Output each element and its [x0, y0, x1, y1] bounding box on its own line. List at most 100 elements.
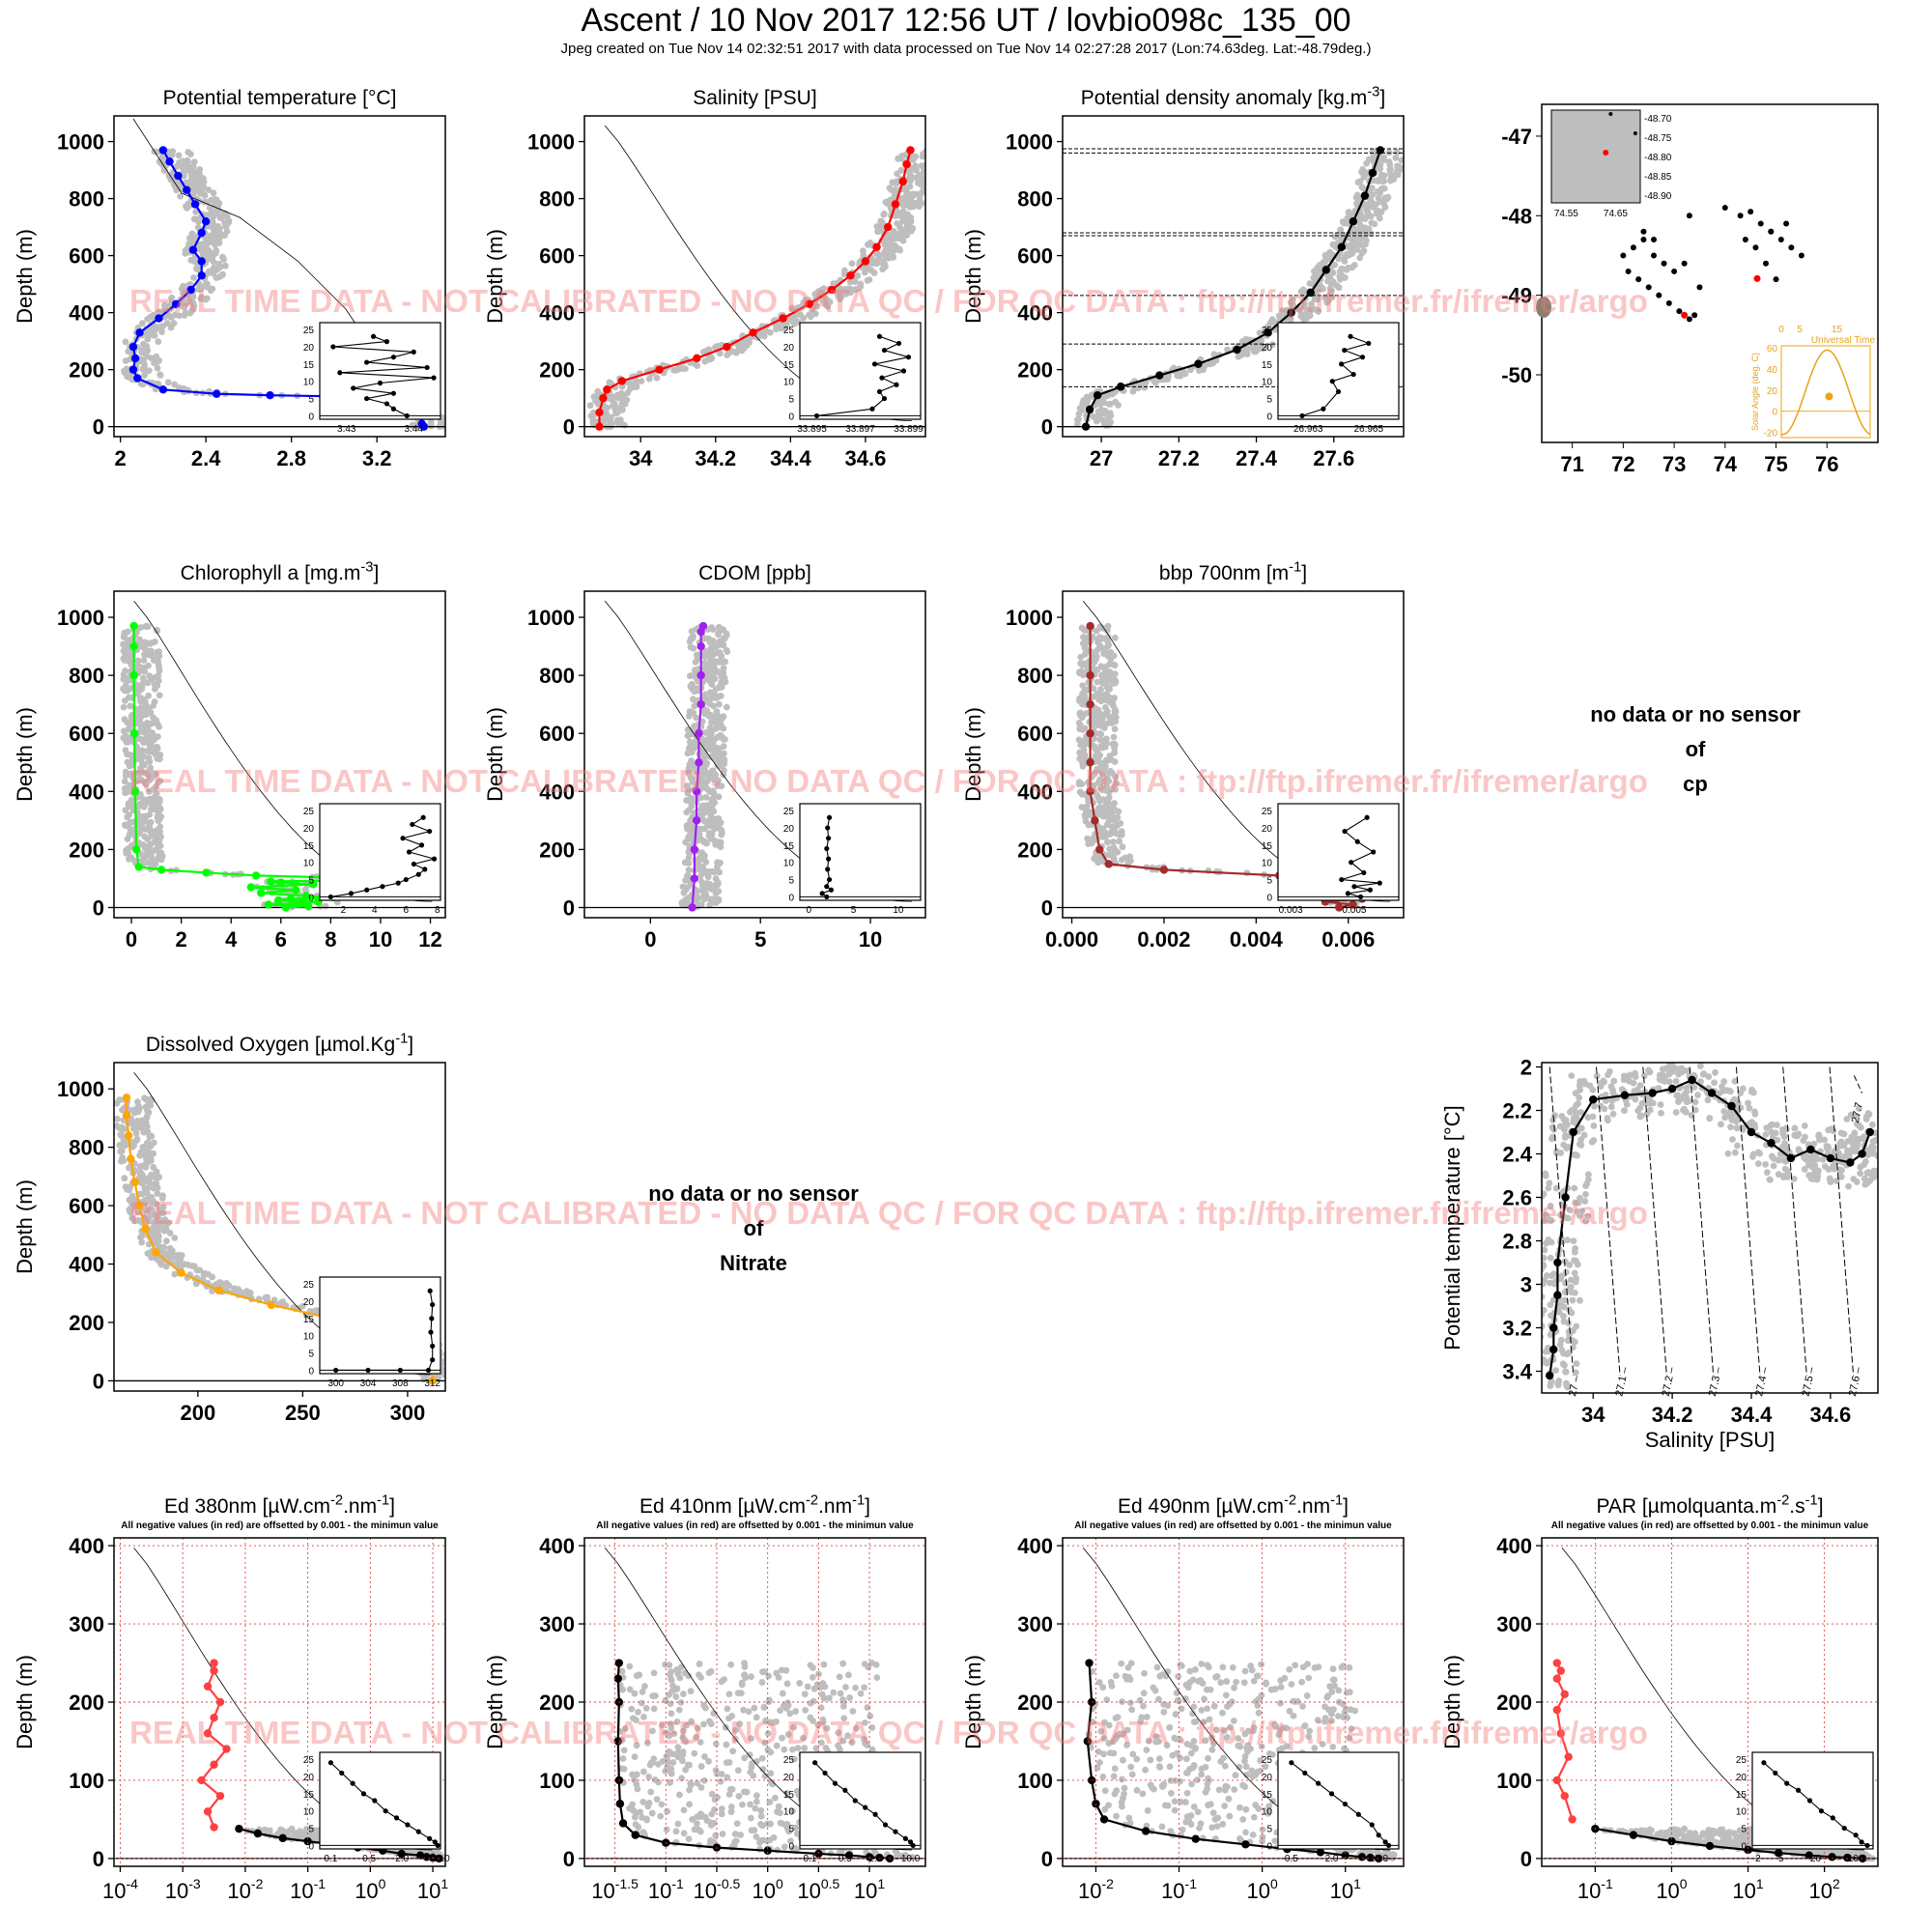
- series-0: [1545, 1075, 1875, 1380]
- history-point: [147, 1143, 155, 1150]
- history-point: [705, 355, 713, 363]
- history-point: [715, 630, 723, 638]
- data-point: [692, 787, 701, 796]
- history-point: [1111, 725, 1119, 733]
- history-point: [134, 1098, 141, 1106]
- history-point: [1113, 780, 1120, 786]
- history-point: [155, 817, 162, 825]
- history-point: [1718, 1121, 1724, 1128]
- data-point: [264, 900, 273, 909]
- history-point: [1097, 783, 1104, 791]
- title-part: -1: [395, 1032, 408, 1047]
- history-point: [1779, 1174, 1787, 1180]
- x-tick-label: 34: [1581, 1403, 1605, 1427]
- data-point: [130, 354, 140, 363]
- history-point: [1116, 838, 1123, 845]
- history-point: [1562, 1117, 1570, 1123]
- history-point: [1091, 650, 1098, 657]
- y-tick-label: 1000: [57, 130, 104, 155]
- history-point: [167, 314, 175, 322]
- history-point: [718, 782, 725, 790]
- history-point: [1373, 209, 1380, 216]
- history-point: [881, 249, 889, 256]
- x-tick-label: 0: [126, 927, 137, 952]
- data-point: [1826, 1153, 1835, 1163]
- data-point: [846, 271, 855, 280]
- history-point: [716, 684, 724, 692]
- history-point: [1079, 661, 1086, 668]
- history-point: [1555, 1378, 1563, 1384]
- history-point: [720, 665, 727, 672]
- history-point: [702, 858, 710, 866]
- history-point: [1884, 1107, 1890, 1114]
- history-point: [926, 159, 933, 166]
- history-point: [1338, 265, 1346, 272]
- inset-point: [428, 1329, 434, 1335]
- history-point: [822, 296, 830, 303]
- inset-x-label: 304: [360, 1378, 377, 1389]
- data-point: [1086, 758, 1094, 767]
- history-point: [1531, 1305, 1538, 1312]
- cdom-plot-area: [584, 600, 925, 912]
- isopycnal-line: [1642, 1066, 1667, 1377]
- history-point: [1869, 1146, 1877, 1152]
- history-point: [1101, 704, 1109, 711]
- inset-y-label: 25: [783, 326, 795, 336]
- history-point: [874, 250, 881, 257]
- history-point: [879, 260, 887, 268]
- data-point: [1094, 845, 1104, 854]
- data-point: [155, 314, 163, 323]
- history-point: [194, 171, 201, 178]
- history-point: [1200, 366, 1207, 374]
- history-point: [1881, 1147, 1888, 1153]
- history-point: [155, 662, 162, 669]
- inset-y-label: 20: [1262, 824, 1273, 835]
- history-point: [1387, 177, 1394, 185]
- history-point: [1356, 254, 1364, 262]
- history-point: [706, 689, 714, 696]
- panel-title: Potential temperature [°C]: [163, 87, 397, 109]
- inset-y-label: 20: [783, 343, 795, 354]
- history-point: [118, 1148, 126, 1154]
- data-point: [1767, 1139, 1776, 1148]
- history-point: [179, 157, 186, 165]
- inset-x-label: 0: [806, 905, 811, 916]
- history-point: [209, 1273, 216, 1281]
- history-point: [1547, 1254, 1554, 1262]
- history-cloud: [586, 148, 933, 431]
- inset-point: [828, 887, 835, 893]
- inset-frame: [799, 322, 922, 420]
- history-point: [1550, 1125, 1557, 1133]
- data-point: [1335, 903, 1344, 912]
- history-point: [1110, 828, 1117, 836]
- history-point: [1745, 1099, 1751, 1107]
- history-point: [1526, 1345, 1533, 1351]
- history-point: [1874, 1172, 1878, 1179]
- title-part: ]: [373, 562, 379, 584]
- history-point: [1534, 1312, 1541, 1319]
- history-point: [1549, 1117, 1556, 1123]
- inset-point: [876, 388, 883, 395]
- inset-point: [364, 359, 370, 365]
- history-point: [1112, 706, 1119, 714]
- inset-point: [1342, 347, 1348, 354]
- history-point: [138, 1238, 146, 1246]
- history-point: [1591, 1102, 1598, 1110]
- series-0: [688, 621, 708, 912]
- history-point: [1321, 251, 1329, 259]
- history-point: [685, 854, 693, 862]
- history-point: [1179, 368, 1187, 376]
- history-point: [1694, 1092, 1701, 1098]
- history-point: [909, 174, 917, 182]
- history-point: [130, 1142, 138, 1150]
- y-tick-label: 800: [539, 664, 575, 688]
- history-point: [890, 254, 897, 261]
- history-point: [137, 624, 145, 631]
- history-point: [216, 263, 224, 270]
- inset-y-label: 15: [1262, 841, 1273, 852]
- y-axis-label: Depth (m): [961, 707, 985, 802]
- history-point: [210, 270, 217, 277]
